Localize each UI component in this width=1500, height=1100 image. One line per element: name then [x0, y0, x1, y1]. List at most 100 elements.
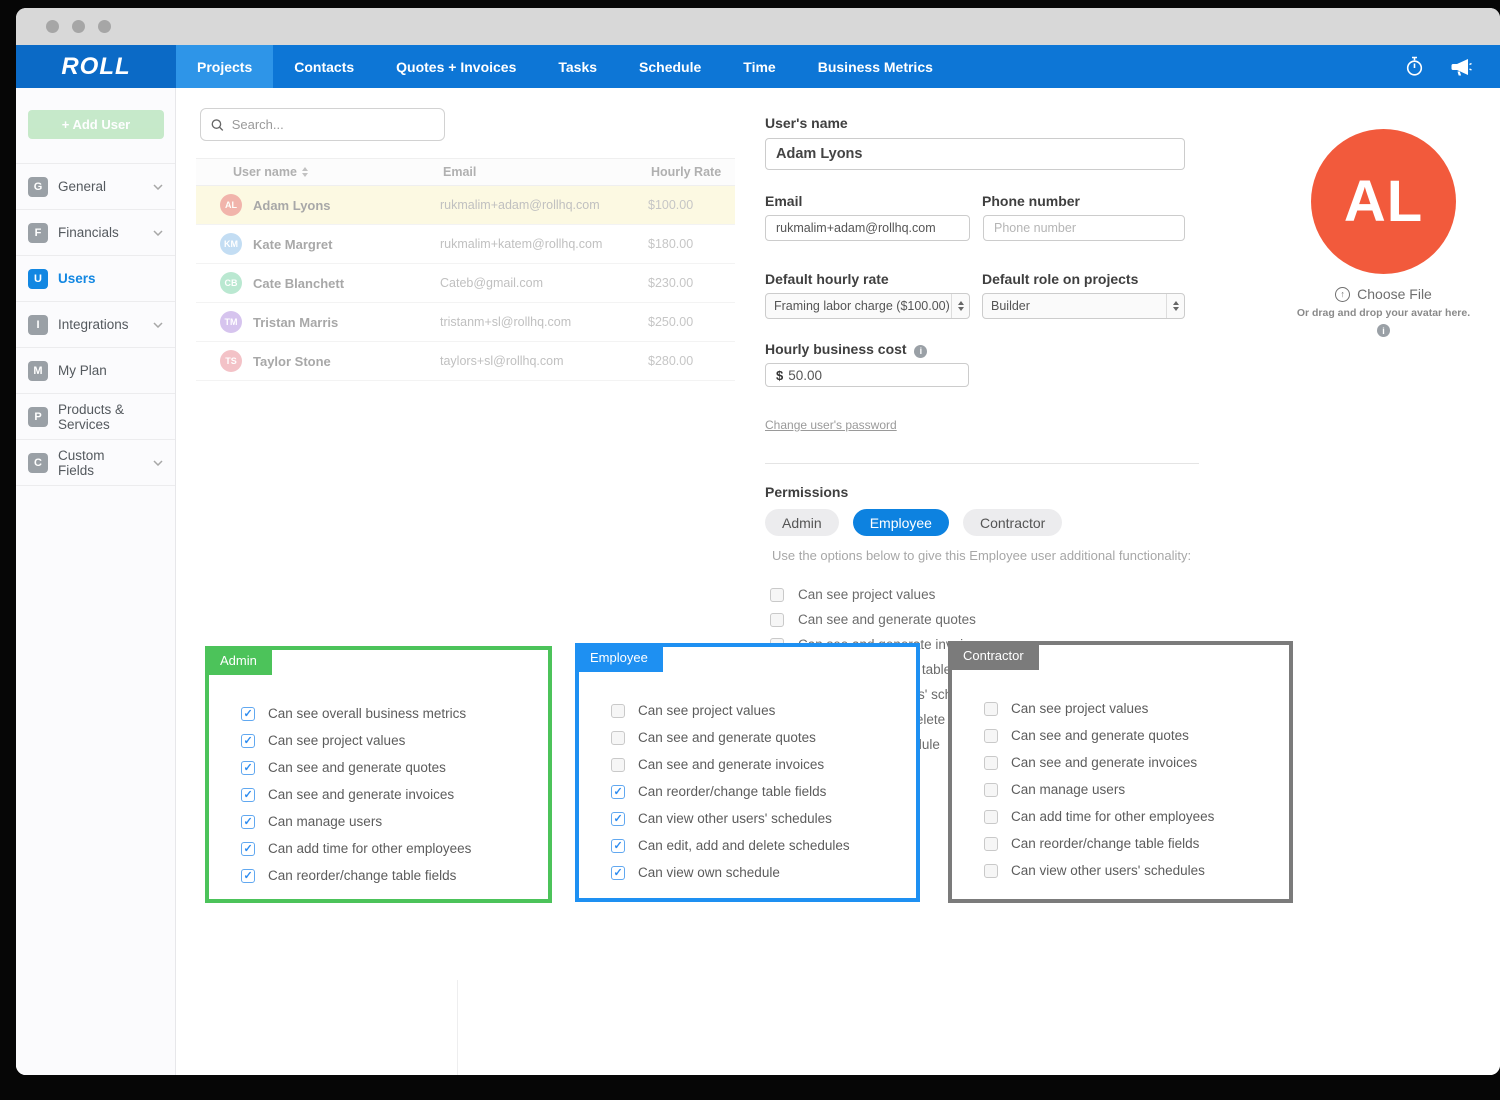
sidebar-item-financials[interactable]: F Financials	[16, 210, 175, 256]
checkbox[interactable]	[984, 863, 998, 878]
checkbox[interactable]	[241, 814, 255, 829]
change-password-link[interactable]: Change user's password	[765, 418, 897, 432]
checkbox[interactable]	[984, 701, 998, 716]
sidebar-item-users[interactable]: U Users	[16, 256, 175, 302]
permission-option[interactable]: Can see and generate invoices	[241, 781, 471, 808]
announcements-icon[interactable]	[1450, 58, 1472, 76]
permission-option[interactable]: Can see and generate quotes	[611, 724, 850, 751]
checkbox[interactable]	[984, 728, 998, 743]
checkbox[interactable]	[241, 841, 255, 856]
email-field[interactable]	[765, 215, 970, 241]
employee-permissions-callout: Employee Can see project values Can see …	[575, 643, 920, 902]
hourly-rate-select[interactable]: Framing labor charge ($100.00)	[765, 293, 970, 319]
sidebar-item-integrations[interactable]: I Integrations	[16, 302, 175, 348]
stepper-icon	[951, 294, 969, 318]
checkbox[interactable]	[241, 760, 255, 775]
search-input[interactable]	[231, 117, 434, 132]
add-user-button[interactable]: + Add User	[28, 110, 164, 139]
permission-option[interactable]: Can view own schedule	[611, 859, 850, 886]
checkbox[interactable]	[611, 865, 625, 880]
table-row[interactable]: TM Tristan Marris tristanm+sl@rollhq.com…	[196, 303, 735, 342]
window-control-dot[interactable]	[98, 20, 111, 33]
checkbox[interactable]	[984, 755, 998, 770]
sidebar-item-general[interactable]: G General	[16, 164, 175, 210]
checkbox[interactable]	[611, 811, 625, 826]
checkbox[interactable]	[984, 782, 998, 797]
permission-option[interactable]: Can manage users	[984, 776, 1214, 803]
permission-option[interactable]: Can add time for other employees	[241, 835, 471, 862]
sort-icon	[301, 167, 308, 177]
checkbox[interactable]	[241, 706, 255, 721]
permission-option[interactable]: Can reorder/change table fields	[241, 862, 471, 889]
permission-option[interactable]: Can view other users' schedules	[984, 857, 1214, 884]
info-icon[interactable]: i	[914, 344, 928, 358]
column-user-name[interactable]: User name	[233, 165, 308, 179]
tab-time[interactable]: Time	[743, 58, 776, 75]
phone-field[interactable]	[983, 215, 1185, 241]
permission-option[interactable]: Can see project values	[984, 695, 1214, 722]
general-badge-icon: G	[28, 176, 48, 197]
checkbox[interactable]	[770, 612, 784, 627]
permission-option[interactable]: Can add time for other employees	[984, 803, 1214, 830]
permission-option[interactable]: Can edit, add and delete schedules	[611, 832, 850, 859]
checkbox[interactable]	[611, 730, 625, 745]
permission-option[interactable]: Can see and generate invoices	[611, 751, 850, 778]
tab-quotes-invoices[interactable]: Quotes + Invoices	[396, 58, 517, 75]
stepper-icon	[1166, 294, 1184, 318]
upload-icon: ↑	[1335, 286, 1351, 302]
role-select[interactable]: Builder	[982, 293, 1185, 319]
avatar: CB	[220, 272, 242, 294]
permission-option[interactable]: Can see project values	[770, 582, 1010, 607]
permission-option[interactable]: Can reorder/change table fields	[984, 830, 1214, 857]
checkbox[interactable]	[611, 757, 625, 772]
checkbox[interactable]	[611, 784, 625, 799]
pill-employee[interactable]: Employee	[852, 509, 949, 536]
timer-icon[interactable]	[1405, 56, 1424, 77]
permission-option[interactable]: Can see and generate quotes	[770, 607, 1010, 632]
permission-option[interactable]: Can view other users' schedules	[611, 805, 850, 832]
info-icon[interactable]: i	[1377, 324, 1390, 337]
sidebar-item-products-services[interactable]: P Products & Services	[16, 394, 175, 440]
pill-admin[interactable]: Admin	[765, 509, 839, 536]
pill-contractor[interactable]: Contractor	[962, 509, 1063, 536]
app-logo: ROLL	[16, 45, 176, 88]
sidebar-item-custom-fields[interactable]: C Custom Fields	[16, 440, 175, 486]
permission-option[interactable]: Can see project values	[241, 727, 471, 754]
chevron-down-icon	[153, 321, 163, 328]
tab-schedule[interactable]: Schedule	[639, 58, 702, 75]
table-row[interactable]: CB Cate Blanchett Cateb@gmail.com $230.0…	[196, 264, 735, 303]
table-row[interactable]: AL Adam Lyons rukmalim+adam@rollhq.com $…	[196, 186, 735, 225]
checkbox[interactable]	[241, 733, 255, 748]
window-control-dot[interactable]	[46, 20, 59, 33]
checkbox[interactable]	[611, 703, 625, 718]
tab-business-metrics[interactable]: Business Metrics	[817, 58, 933, 75]
checkbox[interactable]	[770, 587, 784, 602]
column-email[interactable]: Email	[443, 165, 477, 179]
table-row[interactable]: TS Taylor Stone taylors+sl@rollhq.com $2…	[196, 342, 735, 381]
tab-tasks[interactable]: Tasks	[558, 58, 598, 75]
permission-option[interactable]: Can reorder/change table fields	[611, 778, 850, 805]
permission-option[interactable]: Can see and generate invoices	[984, 749, 1214, 776]
table-row[interactable]: KM Kate Margret rukmalim+katem@rollhq.co…	[196, 225, 735, 264]
checkbox[interactable]	[984, 836, 998, 851]
name-field[interactable]	[765, 138, 1185, 170]
sidebar-item-my-plan[interactable]: M My Plan	[16, 348, 175, 394]
checkbox[interactable]	[984, 809, 998, 824]
permission-option[interactable]: Can manage users	[241, 808, 471, 835]
window-control-dot[interactable]	[72, 20, 85, 33]
checkbox[interactable]	[241, 868, 255, 883]
permissions-title: Permissions	[765, 484, 849, 500]
permission-option[interactable]: Can see and generate quotes	[984, 722, 1214, 749]
permission-option[interactable]: Can see and generate quotes	[241, 754, 471, 781]
permission-option[interactable]: Can see project values	[611, 697, 850, 724]
business-cost-field[interactable]: $50.00	[765, 363, 969, 387]
tab-projects[interactable]: Projects	[176, 45, 274, 88]
checkbox[interactable]	[241, 787, 255, 802]
choose-file-button[interactable]: ↑ Choose File	[1311, 286, 1456, 302]
checkbox[interactable]	[611, 838, 625, 853]
tab-contacts[interactable]: Contacts	[294, 58, 355, 75]
column-hourly-rate[interactable]: Hourly Rate	[651, 165, 722, 179]
permission-option[interactable]: Can see overall business metrics	[241, 700, 471, 727]
products-badge-icon: P	[28, 406, 48, 427]
callout-title: Admin	[205, 646, 272, 675]
